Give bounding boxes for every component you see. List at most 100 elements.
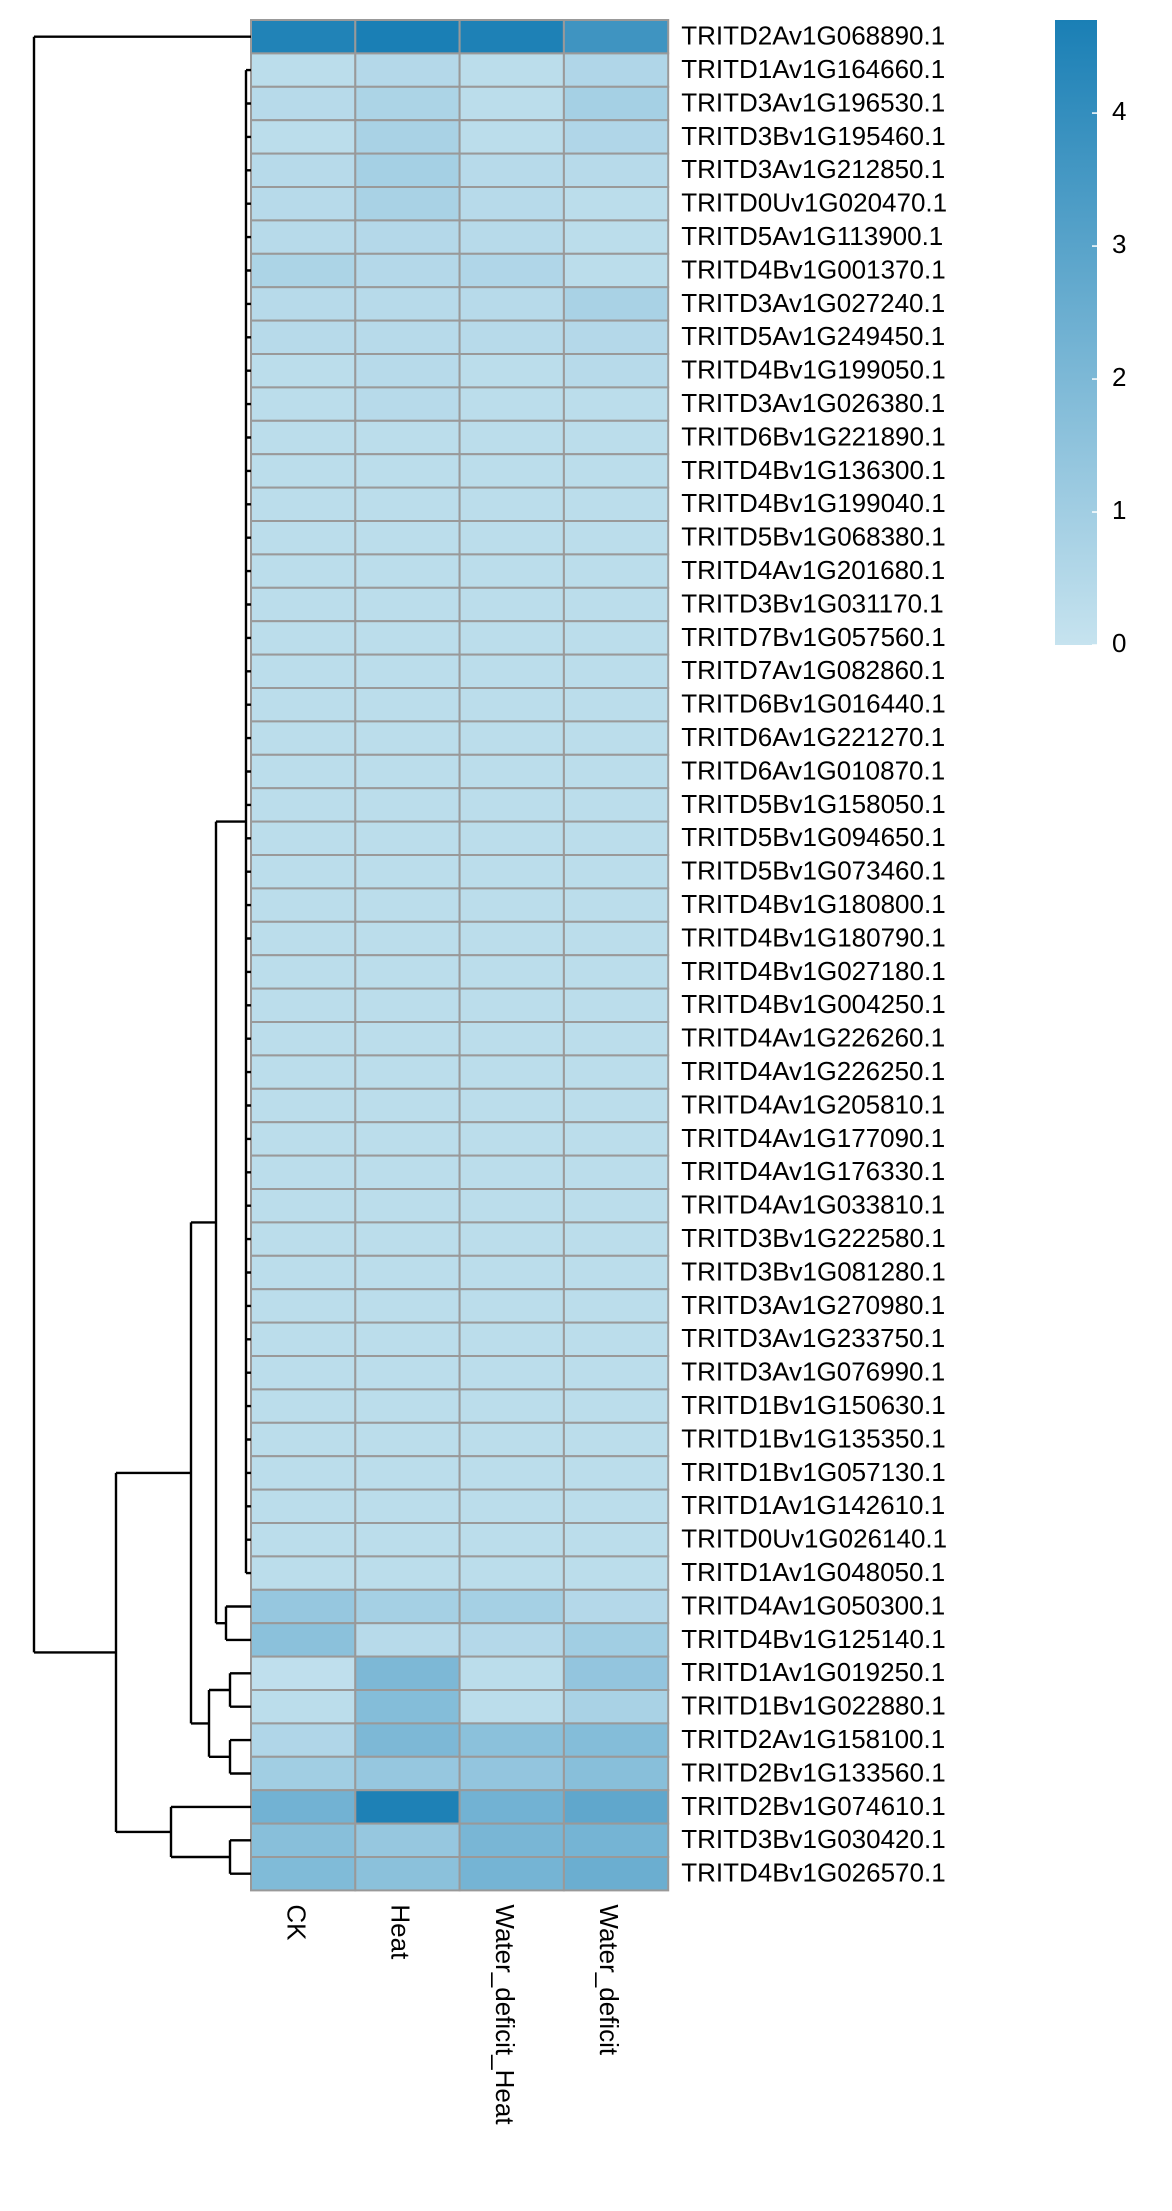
heatmap-cell	[250, 219, 357, 255]
row-label: TRITD4Bv1G026570.1	[681, 1858, 945, 1888]
heatmap-cell	[458, 1188, 565, 1224]
row-label: TRITD5Bv1G094650.1	[681, 822, 945, 852]
heatmap-cell	[250, 419, 357, 456]
heatmap-cell	[562, 1121, 670, 1157]
heatmap-cell	[354, 720, 461, 756]
heatmap-cell	[458, 386, 565, 422]
heatmap-cell	[354, 553, 461, 589]
heatmap-cell	[562, 920, 670, 957]
heatmap-cell	[458, 820, 565, 856]
heatmap-cell	[562, 1789, 670, 1825]
row-label: TRITD3Bv1G195460.1	[681, 121, 945, 151]
heatmap-cell	[354, 353, 461, 389]
heatmap-cell	[562, 1555, 670, 1591]
heatmap-cell	[354, 152, 461, 189]
heatmap-cell	[250, 1755, 357, 1792]
heatmap-cell	[250, 687, 357, 723]
heatmap-cell	[562, 353, 670, 389]
heatmap-cell	[562, 1488, 670, 1524]
heatmap-cell	[354, 1622, 461, 1658]
heatmap-cell	[458, 52, 565, 88]
heatmap-cell	[250, 1588, 357, 1625]
heatmap-cell	[458, 1555, 565, 1591]
heatmap-cell	[354, 753, 461, 790]
heatmap-cell	[250, 252, 357, 289]
heatmap-cell	[354, 1588, 461, 1625]
heatmap-cell	[458, 1021, 565, 1057]
heatmap-cell	[354, 586, 461, 623]
heatmap-cell	[458, 1822, 565, 1858]
colorbar-tick-label: 2	[1112, 362, 1126, 392]
row-label: TRITD5Bv1G073460.1	[681, 856, 945, 886]
heatmap-cell	[458, 1588, 565, 1625]
heatmap-cell	[250, 1221, 357, 1257]
heatmap-cell	[458, 1355, 565, 1391]
row-label: TRITD4Bv1G125140.1	[681, 1624, 945, 1654]
column-label: Heat	[386, 1904, 416, 1960]
row-label: TRITD3Bv1G222580.1	[681, 1223, 945, 1253]
row-label: TRITD2Av1G158100.1	[681, 1724, 945, 1754]
heatmap-cell	[458, 1455, 565, 1491]
heatmap-cell	[250, 1455, 357, 1491]
heatmap-cell	[250, 1522, 357, 1558]
heatmap-cell	[354, 1856, 461, 1892]
heatmap-cell	[458, 1321, 565, 1357]
heatmap-cell	[562, 1722, 670, 1758]
row-label: TRITD4Av1G177090.1	[681, 1123, 945, 1153]
heatmap-cell	[458, 286, 565, 322]
row-label: TRITD5Av1G249450.1	[681, 321, 945, 351]
heatmap-cell	[354, 854, 461, 890]
column-label: Water_deficit_Heat	[490, 1904, 520, 2125]
heatmap-cell	[458, 1856, 565, 1892]
heatmap-cell	[354, 1555, 461, 1591]
heatmap-cell	[562, 1355, 670, 1391]
heatmap-cell	[354, 1388, 461, 1424]
row-label: TRITD4Av1G050300.1	[681, 1590, 945, 1620]
heatmap-cell	[354, 1154, 461, 1190]
heatmap-cell	[250, 1355, 357, 1391]
heatmap-cell	[250, 1655, 357, 1691]
heatmap-cell	[354, 52, 461, 88]
row-label: TRITD3Av1G196530.1	[681, 87, 945, 117]
heatmap-cell	[562, 19, 670, 55]
heatmap-cell	[562, 386, 670, 422]
heatmap-cell	[250, 1321, 357, 1357]
heatmap-cell	[458, 920, 565, 957]
row-label: TRITD4Bv1G136300.1	[681, 455, 945, 485]
heatmap-cell	[458, 1154, 565, 1190]
heatmap-cell	[562, 1588, 670, 1625]
heatmap-cell	[250, 1188, 357, 1224]
heatmap-cell	[250, 620, 357, 656]
heatmap-cell	[562, 1221, 670, 1257]
heatmap-cell	[458, 1054, 565, 1090]
heatmap-cell	[354, 520, 461, 556]
heatmap-cell	[458, 987, 565, 1023]
heatmap-cell	[562, 553, 670, 589]
heatmap-cell	[458, 687, 565, 723]
column-label: CK	[281, 1904, 311, 1941]
row-label: TRITD4Bv1G180800.1	[681, 889, 945, 919]
heatmap-cell	[562, 720, 670, 756]
heatmap-cell	[250, 1555, 357, 1591]
heatmap-cell	[458, 1087, 565, 1124]
row-label: TRITD1Av1G164660.1	[681, 54, 945, 84]
heatmap-cell	[250, 386, 357, 422]
heatmap-cell	[354, 1421, 461, 1458]
heatmap-cell	[250, 1054, 357, 1090]
colorbar	[1055, 20, 1097, 645]
heatmap-cell	[250, 19, 357, 55]
heatmap-cell	[250, 520, 357, 556]
row-label: TRITD6Bv1G221890.1	[681, 421, 945, 451]
heatmap-cell	[354, 1689, 461, 1725]
heatmap-cell	[354, 987, 461, 1023]
heatmap-cell	[562, 1021, 670, 1057]
heatmap-cell	[354, 1655, 461, 1691]
heatmap-cell	[250, 1254, 357, 1291]
heatmap-cell	[250, 1388, 357, 1424]
row-label: TRITD3Av1G026380.1	[681, 388, 945, 418]
heatmap-cell	[354, 920, 461, 957]
heatmap-cell	[250, 653, 357, 689]
heatmap-cell	[250, 987, 357, 1023]
row-label: TRITD4Av1G176330.1	[681, 1156, 945, 1186]
heatmap-cell	[250, 954, 357, 990]
